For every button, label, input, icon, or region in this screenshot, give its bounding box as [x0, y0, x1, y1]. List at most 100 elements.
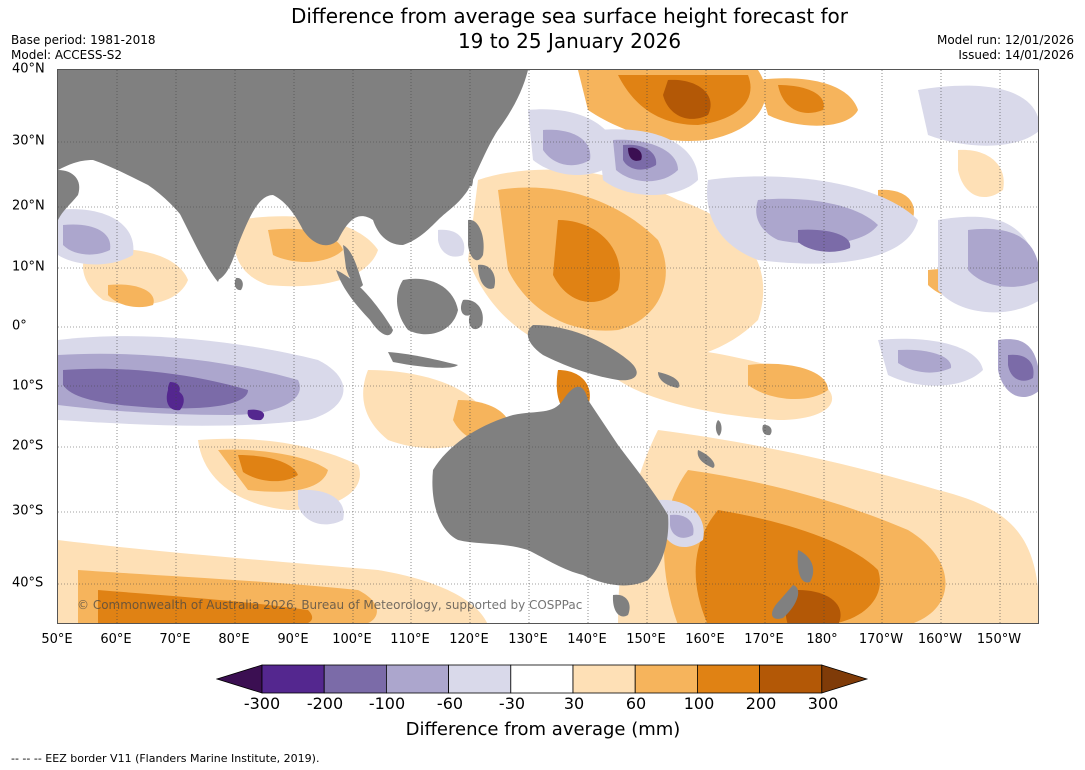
colorbar-bin [510, 664, 574, 694]
title-line-1: Difference from average sea surface heig… [290, 4, 849, 28]
footnote-eez: -- -- -- EEZ border V11 (Flanders Marine… [11, 752, 320, 765]
colorbar-bin [448, 664, 512, 694]
colorbar-bin [385, 664, 449, 694]
title-line-2: 19 to 25 January 2026 [457, 29, 682, 53]
colorbar-tick-label: -300 [243, 694, 281, 713]
anomaly-patch [543, 129, 591, 166]
australia [432, 386, 669, 586]
colorbar-bin [261, 664, 325, 694]
colorbar-title: Difference from average (mm) [405, 719, 681, 740]
lon-label: 170°E [744, 632, 784, 647]
anomaly-patch [898, 349, 952, 373]
anomaly-patch [247, 409, 265, 421]
vanuatu [715, 420, 722, 436]
anomaly-patch [785, 590, 841, 623]
lon-label: 60°E [100, 632, 132, 647]
philippines-landmass [468, 219, 484, 261]
lat-label: 20°S [12, 438, 44, 454]
anomaly-patch [363, 370, 488, 449]
anomaly-patch [63, 368, 248, 409]
land-masses [58, 70, 814, 619]
lat-label: 10°N [12, 259, 45, 275]
colorbar-extend-low [216, 664, 263, 694]
solomon-islands [658, 372, 680, 388]
anomaly-patch [663, 79, 711, 119]
colorbar-segments [216, 664, 869, 694]
lon-label: 160°E [685, 632, 725, 647]
colorbar-tick-label: 200 [745, 694, 777, 713]
lon-label: 100°E [332, 632, 372, 647]
sri-lanka [234, 277, 243, 291]
colorbar-tick-label: 60 [625, 694, 647, 713]
anomaly-patch [166, 389, 184, 411]
colorbar-extend-high [821, 664, 869, 694]
anomaly-patch [108, 284, 154, 308]
colorbar-tick-label: 300 [807, 694, 839, 713]
map-svg [58, 70, 1038, 623]
lon-label: 170°W [858, 632, 904, 647]
lon-label: 150°E [626, 632, 666, 647]
lon-label: 140°E [567, 632, 607, 647]
anomaly-patch [618, 347, 833, 420]
asia-landmass [58, 70, 528, 280]
new-guinea [527, 325, 637, 381]
anomaly-patch [628, 147, 642, 161]
colorbar-bin [634, 664, 698, 694]
lon-label: 150°W [976, 632, 1022, 647]
model-run: Model run: 12/01/2026 [936, 33, 1074, 47]
lon-label: 160°W [917, 632, 963, 647]
lat-label: 40°N [12, 61, 45, 77]
lon-label: 130°E [508, 632, 548, 647]
lat-label: 0° [12, 318, 27, 334]
lon-label: 80°E [218, 632, 250, 647]
anomaly-patch [958, 149, 1004, 198]
sumatra [336, 270, 393, 336]
colorbar-tick-label: -60 [436, 694, 464, 713]
philippines-south [478, 264, 496, 289]
lat-label: 40°S [12, 575, 44, 591]
sulawesi [460, 299, 483, 330]
anomaly-patch [238, 455, 298, 482]
java [388, 352, 458, 368]
lon-label: 70°E [159, 632, 191, 647]
colorbar [216, 664, 869, 694]
issued-date: Issued: 14/01/2026 [958, 48, 1074, 62]
lon-label: 50°E [41, 632, 73, 647]
anomaly-patch [695, 510, 880, 623]
anomaly-patch [748, 363, 828, 400]
copyright-watermark: © Commonwealth of Australia 2026, Bureau… [77, 598, 583, 612]
anomaly-patch [968, 228, 1038, 287]
anomaly-patch [298, 489, 344, 525]
borneo [396, 278, 458, 335]
anomaly-patch [756, 198, 878, 245]
model-name: Model: ACCESS-S2 [11, 48, 123, 62]
lat-label: 20°N [12, 198, 45, 214]
arabia-landmass [58, 170, 80, 220]
colorbar-tick-label: -200 [306, 694, 344, 713]
graticule [58, 70, 1038, 623]
colorbar-tick-label: 30 [563, 694, 585, 713]
taiwan-landmass [464, 169, 474, 187]
colorbar-tick-label: -100 [368, 694, 406, 713]
colorbar-bin [323, 664, 387, 694]
anomaly-patch [918, 85, 1038, 146]
anomaly-patch [1008, 354, 1034, 381]
lon-label: 180° [806, 632, 838, 647]
colorbar-bin [572, 664, 636, 694]
japan-landmass [495, 70, 518, 110]
lat-label: 30°S [12, 503, 44, 519]
malay-peninsula [343, 245, 363, 288]
map-panel [57, 69, 1039, 624]
colorbar-tick-label: 100 [683, 694, 715, 713]
new-caledonia [697, 450, 715, 468]
anomaly-patch [553, 220, 620, 302]
anomaly-patch [168, 382, 180, 396]
anomaly-patch [778, 85, 824, 113]
fiji [762, 424, 772, 436]
meta-right: Model run: 12/01/2026 Issued: 14/01/2026 [937, 33, 1074, 63]
india-landmass [158, 155, 222, 282]
tasmania [612, 594, 630, 617]
lat-label: 10°S [12, 378, 44, 394]
colorbar-bin [759, 664, 823, 694]
new-zealand-north [797, 550, 814, 583]
